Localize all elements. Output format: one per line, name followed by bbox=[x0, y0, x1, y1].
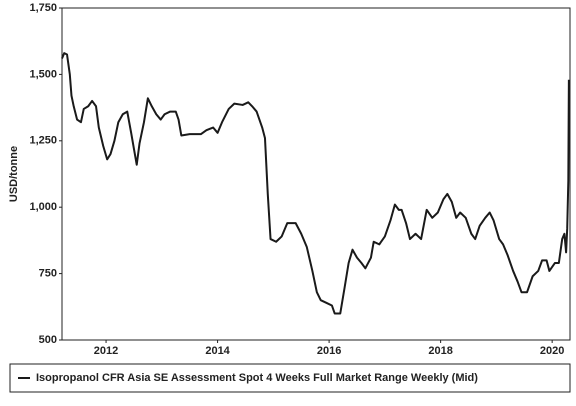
y-tick-label: 750 bbox=[39, 268, 57, 280]
legend-label: Isopropanol CFR Asia SE Assessment Spot … bbox=[36, 372, 478, 384]
x-tick-label: 2018 bbox=[428, 345, 452, 357]
y-tick-label: 1,750 bbox=[29, 2, 57, 14]
y-tick-label: 1,500 bbox=[29, 68, 57, 80]
y-axis-label: USD/tonne bbox=[8, 146, 20, 202]
plot-frame bbox=[61, 7, 571, 341]
x-tick-label: 2012 bbox=[94, 345, 118, 357]
x-tick-label: 2016 bbox=[317, 345, 341, 357]
y-tick-label: 500 bbox=[39, 334, 57, 346]
x-tick-label: 2020 bbox=[540, 345, 564, 357]
data-line bbox=[61, 52, 570, 315]
y-tick-label: 1,000 bbox=[29, 201, 57, 213]
y-tick-label: 1,250 bbox=[29, 135, 57, 147]
legend-box bbox=[9, 363, 571, 393]
x-tick-label: 2014 bbox=[205, 345, 230, 357]
